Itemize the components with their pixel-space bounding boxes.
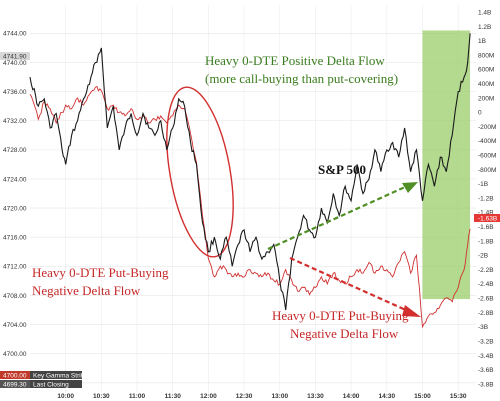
x-axis-tick-label: 10:30 — [93, 393, 110, 400]
left-axis-tick-label: 4720.00 — [3, 205, 27, 212]
left-negative-flow-line1: Heavy 0-DTE Put-Buying — [32, 265, 169, 280]
green-trend-arrow-head — [402, 182, 418, 193]
left-axis-tick-label: 4728.00 — [3, 147, 27, 154]
chart-legend: 4700.00 Key Gamma Strike 4699.30 Last Cl… — [0, 371, 88, 389]
right-axis-tick-label: -2.8B — [478, 310, 494, 317]
right-axis-tick-label: -3.4B — [478, 353, 494, 360]
legend-key-gamma-value: 4700.00 — [3, 373, 27, 380]
left-axis-tick-label: 4708.00 — [3, 293, 27, 300]
left-axis-tick-label: 4732.00 — [3, 118, 27, 125]
right-axis-tick-label: 0 — [478, 110, 482, 117]
right-axis-tick-label: -2.6B — [478, 296, 494, 303]
red-trend-arrow-line — [289, 256, 409, 313]
right-axis-tick-label: -2.4B — [478, 281, 494, 288]
right-axis-tick-label: -3.6B — [478, 367, 494, 374]
right-axis-tick-label: 1.2B — [478, 24, 491, 31]
right-axis-tick-label: -1B — [478, 181, 488, 188]
right-axis-tick-label: -200M — [478, 124, 496, 131]
right-axis-tick-label: -600M — [478, 152, 496, 159]
legend-last-closing-text: Last Closing — [33, 382, 69, 389]
right-axis-tick-label: -3.2B — [478, 338, 494, 345]
x-axis-tick-label: 15:00 — [414, 393, 431, 400]
right-axis-tick-label: 200M — [478, 95, 494, 102]
right-axis-tick-label: -1.8B — [478, 238, 494, 245]
x-axis-tick-label: 12:30 — [236, 393, 253, 400]
x-axis-tick-label: 13:00 — [271, 393, 288, 400]
positive-flow-title: Heavy 0-DTE Positive Delta Flow — [205, 53, 385, 68]
right-axis-tick-label: -3B — [478, 324, 488, 331]
right-axis-tick-label: 600M — [478, 67, 494, 74]
sp500-series-line — [29, 33, 471, 311]
left-axis-tick-label: 4744.00 — [3, 31, 27, 38]
right-axis-tick-label: -1.2B — [478, 195, 494, 202]
right-axis-tick-label: 1.4B — [478, 9, 491, 16]
x-axis-tick-label: 11:30 — [165, 393, 182, 400]
sp500-label: S&P 500 — [318, 162, 366, 177]
put-buying-circle — [166, 86, 234, 258]
x-axis-tick-label: 10:00 — [57, 393, 74, 400]
left-current-value-badge: 4741.90 — [0, 52, 30, 61]
legend-key-gamma-text: Key Gamma Strike — [33, 373, 88, 380]
right-negative-flow-line1: Heavy 0-DTE Put-Buying — [272, 308, 409, 323]
right-axis-tick-label: -3.8B — [478, 381, 494, 388]
x-axis-tick-label: 12:00 — [200, 393, 217, 400]
red-trend-arrow-head — [402, 305, 421, 317]
right-axis-tick-label: -1.6B — [478, 224, 494, 231]
left-axis-tick-label: 4704.00 — [3, 322, 27, 329]
left-current-value-text: 4741.90 — [3, 54, 27, 61]
right-axis-tick-label: -1.4B — [478, 210, 494, 217]
x-axis-tick-label: 11:00 — [129, 393, 146, 400]
left-axis-tick-label: 4716.00 — [3, 235, 27, 242]
positive-delta-highlight-region — [422, 30, 471, 300]
left-axis-tick-label: 4700.00 — [3, 351, 27, 358]
left-axis-tick-label: 4724.00 — [3, 176, 27, 183]
left-axis-tick-label: 4712.00 — [3, 264, 27, 271]
right-axis-tick-label: -2B — [478, 253, 488, 260]
green-trend-arrow-line — [267, 185, 406, 251]
right-current-value-text: -1.63B — [478, 216, 497, 223]
right-axis-tick-label: -800M — [478, 167, 496, 174]
left-axis-tick-label: 4740.00 — [3, 60, 27, 67]
x-axis-tick-label: 14:30 — [378, 393, 395, 400]
right-current-value-badge: -1.63B — [474, 214, 500, 223]
right-axis-tick-labels: 1.4B 1.2B 1B 800M 600M 400M 200M 0 -200M -400M -60… — [478, 9, 496, 388]
right-axis-tick-label: 400M — [478, 81, 494, 88]
positive-flow-subtitle: (more call-buying than put-covering) — [205, 71, 398, 86]
x-axis-tick-label: 13:30 — [307, 393, 324, 400]
x-axis-tick-label: 15:30 — [450, 393, 467, 400]
right-axis-tick-label: 1B — [478, 38, 486, 45]
x-axis-tick-label: 14:00 — [343, 393, 360, 400]
left-axis-tick-label: 4736.00 — [3, 89, 27, 96]
last-closing-series-line — [29, 85, 471, 329]
right-axis-tick-label: -400M — [478, 138, 496, 145]
x-axis-tick-labels: 10:00 10:30 11:00 11:30 12:00 12:30 13:00 13:30… — [57, 393, 466, 400]
right-axis-tick-label: 800M — [478, 52, 494, 59]
legend-last-closing-value: 4699.30 — [3, 382, 27, 389]
right-negative-flow-line2: Negative Delta Flow — [290, 326, 399, 341]
left-negative-flow-line2: Negative Delta Flow — [32, 283, 141, 298]
trend-arrows — [267, 182, 421, 317]
right-axis-tick-label: -2.2B — [478, 267, 494, 274]
